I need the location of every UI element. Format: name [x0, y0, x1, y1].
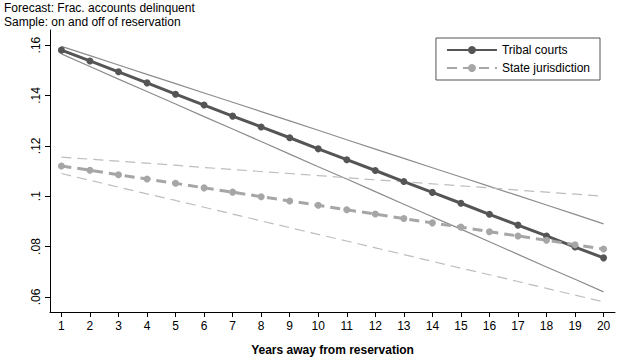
- svg-text:19: 19: [568, 319, 582, 333]
- svg-text:.08: .08: [29, 238, 43, 255]
- svg-text:14: 14: [426, 319, 440, 333]
- svg-text:11: 11: [341, 319, 354, 333]
- svg-text:1: 1: [58, 319, 65, 333]
- svg-text:6: 6: [201, 319, 208, 333]
- svg-text:10: 10: [312, 319, 326, 333]
- svg-text:17: 17: [511, 319, 525, 333]
- svg-text:7: 7: [229, 319, 236, 333]
- svg-text:5: 5: [172, 319, 179, 333]
- svg-text:State jurisdiction: State jurisdiction: [502, 61, 590, 75]
- svg-text:3: 3: [115, 319, 122, 333]
- svg-text:.16: .16: [29, 36, 43, 53]
- svg-text:18: 18: [540, 319, 554, 333]
- svg-text:13: 13: [397, 319, 411, 333]
- svg-text:Tribal courts: Tribal courts: [502, 43, 568, 57]
- svg-text:Sample: on and off of reservat: Sample: on and off of reservation: [4, 15, 181, 29]
- svg-text:2: 2: [87, 319, 94, 333]
- svg-text:.12: .12: [29, 137, 43, 154]
- svg-text:12: 12: [369, 319, 383, 333]
- svg-text:8: 8: [258, 319, 265, 333]
- svg-text:15: 15: [454, 319, 468, 333]
- svg-text:9: 9: [286, 319, 293, 333]
- svg-text:20: 20: [597, 319, 611, 333]
- svg-text:4: 4: [144, 319, 151, 333]
- svg-text:16: 16: [483, 319, 497, 333]
- svg-text:.1: .1: [29, 191, 43, 201]
- svg-text:Years away from reservation: Years away from reservation: [251, 343, 414, 357]
- svg-text:Forecast: Frac. accounts delin: Forecast: Frac. accounts delinquent: [4, 1, 195, 15]
- svg-text:.06: .06: [29, 288, 43, 305]
- svg-text:.14: .14: [29, 87, 43, 104]
